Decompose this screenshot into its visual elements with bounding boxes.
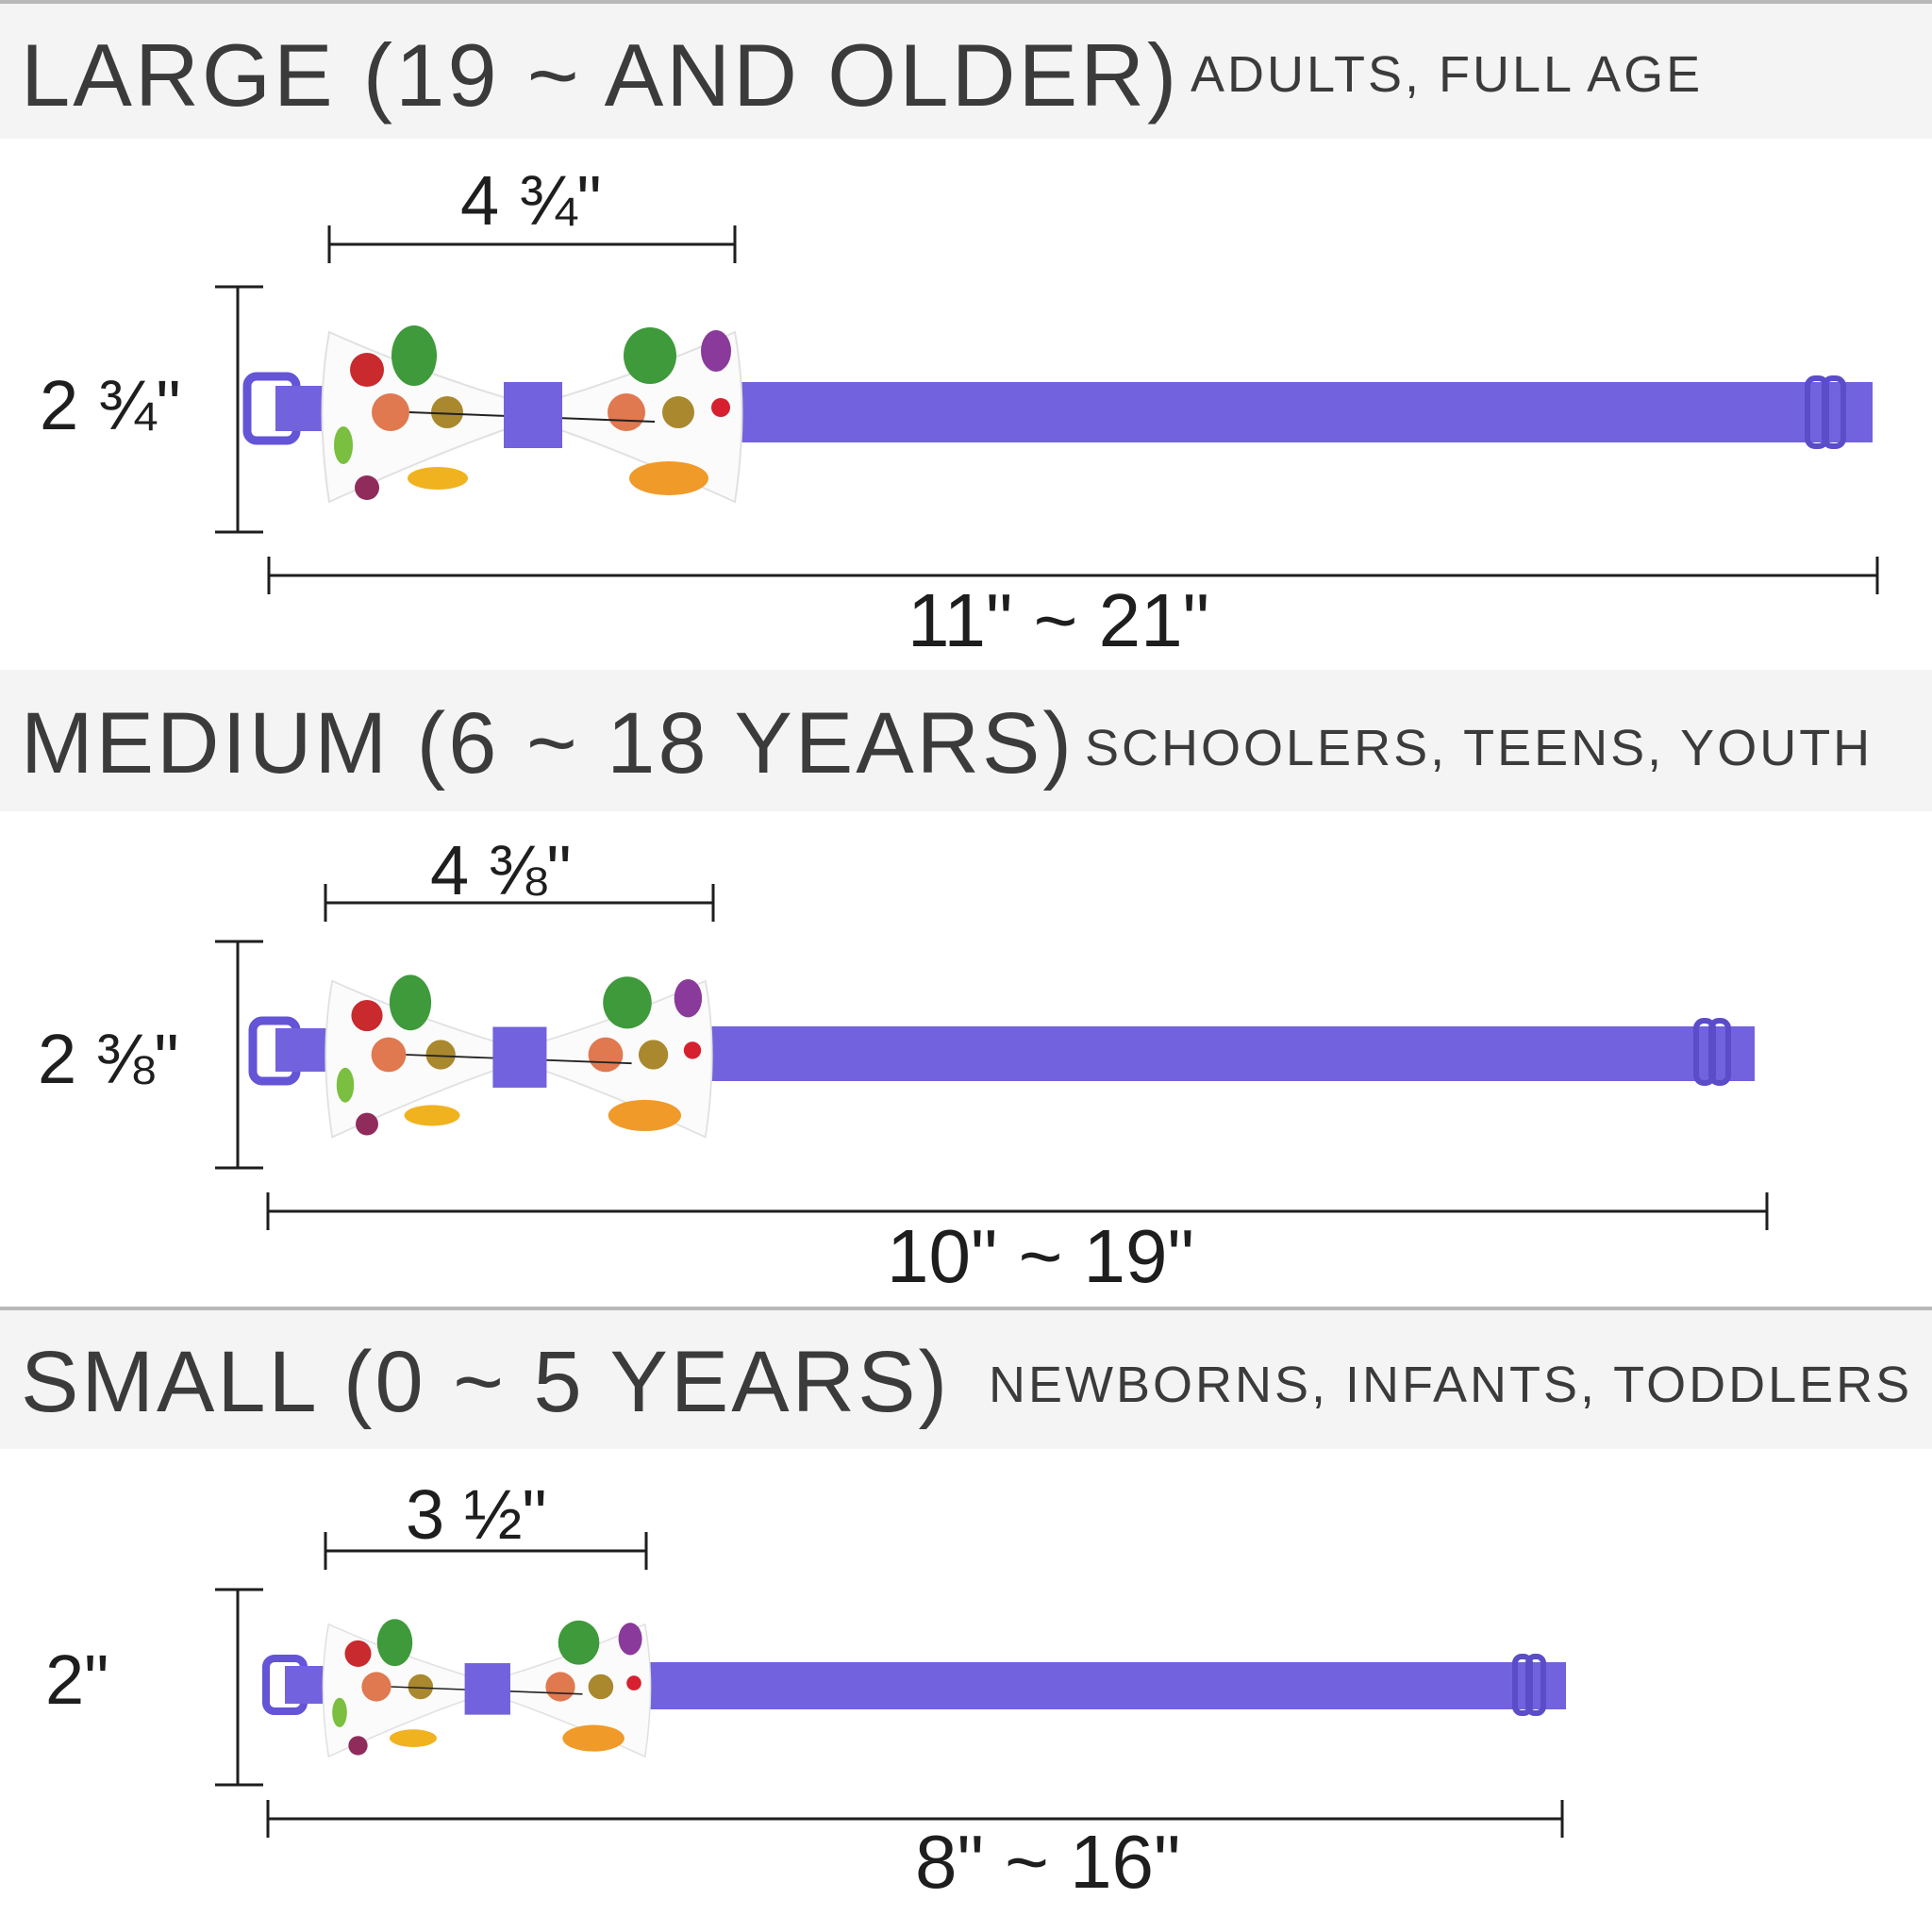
large-bow-tie-figure xyxy=(0,139,1932,670)
large-strap xyxy=(726,382,1873,442)
large-strap-label: 11" ~ 21" xyxy=(908,578,1209,662)
large-height-label: 2 ¾" xyxy=(40,366,181,444)
small-bow-tie-drawing xyxy=(215,1532,1566,1838)
large-strap-dimension xyxy=(267,557,1879,594)
small-strap-slider xyxy=(1512,1654,1546,1716)
medium-width-dimension xyxy=(324,884,715,922)
small-width-label: 3 ½" xyxy=(406,1475,547,1554)
large-bow xyxy=(321,325,743,504)
medium-strap-slider xyxy=(1693,1018,1731,1086)
large-height-dimension xyxy=(215,285,263,534)
large-size-title: LARGE (19 ~ AND OLDER) xyxy=(21,25,1180,125)
small-height-dimension xyxy=(215,1588,263,1787)
small-bow-knot xyxy=(464,1663,510,1715)
medium-strap-label: 10" ~ 19" xyxy=(887,1214,1194,1298)
small-section-divider xyxy=(0,1307,1932,1310)
large-header-band: LARGE (19 ~ AND OLDER) ADULTS, FULL AGE xyxy=(0,4,1932,139)
small-strap-hook xyxy=(262,1655,328,1715)
top-divider xyxy=(0,0,1932,4)
medium-height-dimension xyxy=(215,940,263,1170)
large-strap-hook xyxy=(242,372,332,445)
medium-width-label: 4 ⅜" xyxy=(430,831,572,909)
large-width-label: 4 ¾" xyxy=(460,161,602,240)
medium-size-title: MEDIUM (6 ~ 18 YEARS) xyxy=(21,695,1075,791)
medium-strap xyxy=(706,1026,1755,1081)
medium-bow-tie-figure xyxy=(0,811,1932,1307)
medium-strap-dimension xyxy=(266,1192,1769,1230)
small-size-title: SMALL (0 ~ 5 YEARS) xyxy=(21,1334,951,1430)
medium-header-band: MEDIUM (6 ~ 18 YEARS) SCHOOLERS, TEENS, … xyxy=(0,670,1932,811)
large-size-subtitle: ADULTS, FULL AGE xyxy=(1191,46,1704,103)
small-bow-tie-figure xyxy=(0,1449,1932,1932)
medium-bow xyxy=(325,974,713,1139)
small-size-subtitle: NEWBORNS, INFANTS, TODDLERS xyxy=(989,1357,1913,1413)
large-bow-tie-drawing xyxy=(215,225,1879,594)
medium-height-label: 2 ⅜" xyxy=(38,1020,179,1098)
small-strap-dimension xyxy=(266,1800,1564,1838)
large-bow-knot xyxy=(504,382,562,448)
medium-size-subtitle: SCHOOLERS, TEENS, YOUTH xyxy=(1085,720,1874,776)
large-strap-slider xyxy=(1805,375,1846,449)
small-bow xyxy=(322,1619,652,1758)
medium-strap-hook xyxy=(248,1016,328,1086)
small-header-band: SMALL (0 ~ 5 YEARS) NEWBORNS, INFANTS, T… xyxy=(0,1310,1932,1449)
small-height-label: 2" xyxy=(45,1641,109,1719)
medium-bow-knot xyxy=(492,1026,547,1088)
medium-bow-tie-drawing xyxy=(215,884,1769,1230)
small-strap-label: 8" ~ 16" xyxy=(915,1820,1181,1904)
small-strap xyxy=(641,1662,1566,1709)
small-width-dimension xyxy=(324,1532,648,1570)
large-width-dimension xyxy=(327,225,737,263)
